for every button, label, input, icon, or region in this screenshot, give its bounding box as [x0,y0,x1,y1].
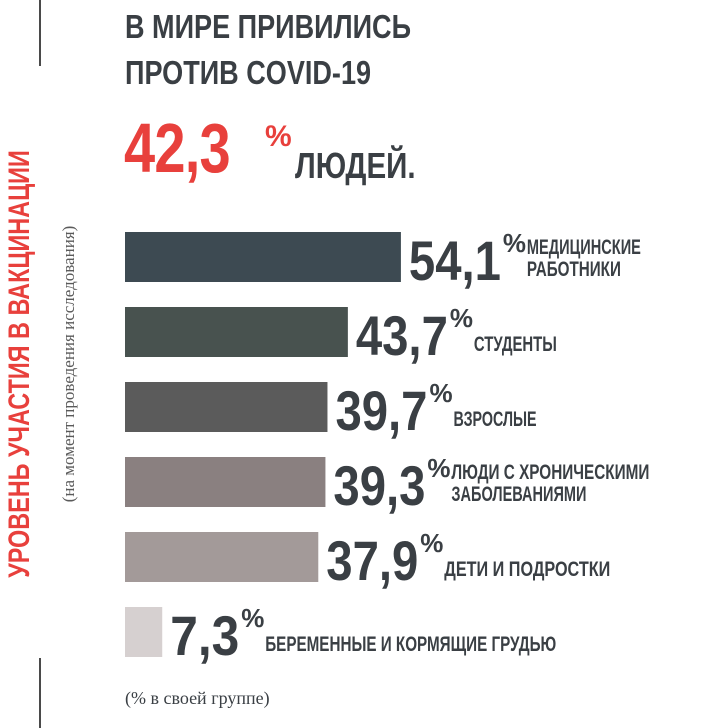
bar-category-label-2: СТУДЕНТЫ [474,333,557,356]
bar-category-label-1-line-1: МЕДИЦИНСКИЕ [527,236,641,259]
bar-value-label-6: 7,3 [170,604,239,667]
bar-category-label-5: ДЕТИ И ПОДРОСТКИ [444,558,610,581]
bar-percent-sign-5: % [420,528,443,558]
bar-1 [125,232,401,282]
bar-category-label-3: ВЗРОСЛЫЕ [453,408,536,431]
bar-6 [125,607,163,657]
bar-4 [125,457,326,507]
bar-3 [125,382,328,432]
bar-percent-sign-3: % [429,378,452,408]
bar-category-label-4-line-2: ЗАБОЛЕВАНИЯМИ [451,483,586,506]
divider-line-bottom [39,658,41,728]
bar-percent-sign-1: % [503,228,526,258]
headline-percent-sign: % [265,120,292,153]
bar-value-label-3: 39,7 [335,379,427,442]
bar-percent-sign-4: % [427,453,450,483]
footnote: (% в своей группе) [125,688,270,708]
bar-value-label-2: 43,7 [356,304,448,367]
bar-5 [125,532,319,582]
bar-category-label-6: БЕРЕМЕННЫЕ И КОРМЯЩИЕ ГРУДЬЮ [265,633,556,656]
bar-value-label-1: 54,1 [409,229,501,292]
bar-percent-sign-2: % [450,303,473,333]
bar-value-label-4: 39,3 [333,454,425,517]
divider-line-top [39,0,41,66]
bar-2 [125,307,348,357]
headline-value: 42,3 [124,109,231,187]
bar-value-label-5: 37,9 [326,529,418,592]
headline-line-2: ПРОТИВ COVID-19 [125,54,372,91]
bar-percent-sign-6: % [241,603,264,633]
headline-line-1: В МИРЕ ПРИВИЛИСЬ [125,8,412,45]
bar-category-label-1-line-2: РАБОТНИКИ [527,258,621,281]
bar-category-label-4-line-1: ЛЮДИ С ХРОНИЧЕСКИМИ [451,461,649,484]
headline-suffix: ЛЮДЕЙ. [295,145,416,186]
